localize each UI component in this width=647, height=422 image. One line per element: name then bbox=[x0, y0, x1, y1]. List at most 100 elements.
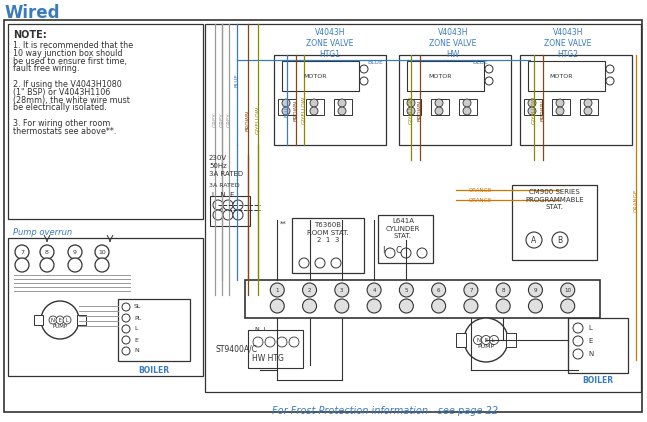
Text: 8: 8 bbox=[45, 249, 49, 254]
Bar bbox=[512, 185, 597, 260]
Bar bbox=[520, 55, 632, 145]
Bar bbox=[278, 99, 296, 115]
Text: 2. If using the V4043H1080: 2. If using the V4043H1080 bbox=[13, 80, 122, 89]
Text: C: C bbox=[395, 246, 401, 254]
Text: BOILER: BOILER bbox=[138, 366, 170, 375]
Text: 9: 9 bbox=[73, 249, 77, 254]
Text: 7: 7 bbox=[469, 287, 473, 292]
Circle shape bbox=[481, 335, 490, 344]
Text: G/YELLOW: G/YELLOW bbox=[531, 96, 536, 124]
Bar bbox=[528, 61, 605, 91]
Circle shape bbox=[122, 325, 130, 333]
Bar bbox=[248, 330, 303, 368]
Circle shape bbox=[68, 258, 82, 272]
Text: MOTOR: MOTOR bbox=[550, 73, 573, 78]
Text: T6360B
ROOM STAT.
2  1  3: T6360B ROOM STAT. 2 1 3 bbox=[307, 222, 349, 243]
Text: 7: 7 bbox=[20, 249, 24, 254]
Text: 3A RATED: 3A RATED bbox=[209, 183, 239, 188]
Text: 1. It is recommended that the: 1. It is recommended that the bbox=[13, 41, 133, 50]
Circle shape bbox=[561, 299, 575, 313]
Circle shape bbox=[338, 99, 346, 107]
Bar bbox=[456, 333, 466, 347]
Text: fault free wiring.: fault free wiring. bbox=[13, 65, 80, 73]
Text: 5: 5 bbox=[404, 287, 408, 292]
Text: G/YELLOW: G/YELLOW bbox=[302, 96, 307, 124]
Bar bbox=[431, 99, 449, 115]
Text: be used to ensure first time,: be used to ensure first time, bbox=[13, 57, 127, 65]
Circle shape bbox=[529, 299, 542, 313]
Circle shape bbox=[490, 335, 498, 344]
Circle shape bbox=[360, 77, 368, 85]
Circle shape bbox=[584, 99, 592, 107]
Circle shape bbox=[303, 299, 316, 313]
Text: L: L bbox=[134, 327, 138, 332]
Circle shape bbox=[528, 107, 536, 115]
Bar bbox=[580, 99, 598, 115]
Text: NOTE:: NOTE: bbox=[13, 30, 47, 40]
Circle shape bbox=[223, 200, 233, 210]
Circle shape bbox=[360, 65, 368, 73]
Text: 10: 10 bbox=[564, 287, 571, 292]
Text: L: L bbox=[588, 325, 592, 331]
Bar bbox=[459, 99, 477, 115]
Circle shape bbox=[496, 283, 510, 297]
Circle shape bbox=[213, 200, 223, 210]
Circle shape bbox=[270, 299, 284, 313]
Text: I: I bbox=[382, 246, 384, 254]
Circle shape bbox=[233, 200, 243, 210]
Text: N  E  L: N E L bbox=[477, 338, 495, 344]
Circle shape bbox=[282, 99, 290, 107]
Text: BLUE: BLUE bbox=[234, 73, 239, 87]
Circle shape bbox=[417, 248, 427, 258]
Text: Wired: Wired bbox=[4, 4, 60, 22]
Text: N  L: N L bbox=[255, 327, 267, 332]
Text: G/YELLOW: G/YELLOW bbox=[256, 106, 261, 134]
Circle shape bbox=[265, 337, 275, 347]
Bar bbox=[306, 99, 324, 115]
Circle shape bbox=[584, 107, 592, 115]
Circle shape bbox=[407, 107, 415, 115]
Text: Pump overrun: Pump overrun bbox=[13, 228, 72, 237]
Circle shape bbox=[464, 283, 478, 297]
Text: 4: 4 bbox=[372, 287, 376, 292]
Text: N  E  L: N E L bbox=[51, 319, 69, 324]
Text: ST9400A/C: ST9400A/C bbox=[215, 345, 257, 354]
Text: 3: 3 bbox=[340, 287, 344, 292]
Bar bbox=[552, 99, 570, 115]
Circle shape bbox=[463, 107, 471, 115]
Circle shape bbox=[401, 248, 411, 258]
Text: BROWN: BROWN bbox=[417, 99, 422, 121]
Circle shape bbox=[606, 77, 614, 85]
Circle shape bbox=[556, 107, 564, 115]
Circle shape bbox=[310, 99, 318, 107]
Text: 10 way junction box should: 10 way junction box should bbox=[13, 49, 122, 58]
Text: N: N bbox=[588, 351, 593, 357]
Text: BLUE: BLUE bbox=[472, 60, 488, 65]
Text: 9: 9 bbox=[534, 287, 537, 292]
Text: (28mm), the white wire must: (28mm), the white wire must bbox=[13, 96, 130, 105]
Circle shape bbox=[95, 245, 109, 259]
Text: PUMP: PUMP bbox=[52, 325, 67, 330]
Circle shape bbox=[464, 299, 478, 313]
Text: be electrically isolated.: be electrically isolated. bbox=[13, 103, 107, 112]
Circle shape bbox=[407, 99, 415, 107]
Text: ORANGE: ORANGE bbox=[468, 198, 492, 203]
Bar bbox=[399, 55, 511, 145]
Bar bbox=[118, 299, 190, 361]
Circle shape bbox=[40, 258, 54, 272]
Circle shape bbox=[315, 258, 325, 268]
Bar bbox=[524, 99, 542, 115]
Text: HW HTG: HW HTG bbox=[252, 354, 284, 363]
Text: L  N  E: L N E bbox=[212, 192, 234, 198]
Circle shape bbox=[367, 299, 381, 313]
Circle shape bbox=[233, 210, 243, 220]
Text: BOILER: BOILER bbox=[582, 376, 613, 385]
Text: BROWN: BROWN bbox=[294, 99, 298, 121]
Text: ORANGE: ORANGE bbox=[468, 188, 492, 193]
Circle shape bbox=[474, 335, 483, 344]
Circle shape bbox=[528, 99, 536, 107]
Text: thermostats see above**.: thermostats see above**. bbox=[13, 127, 116, 136]
Bar bbox=[210, 196, 250, 226]
Circle shape bbox=[385, 248, 395, 258]
Text: N: N bbox=[134, 349, 138, 354]
